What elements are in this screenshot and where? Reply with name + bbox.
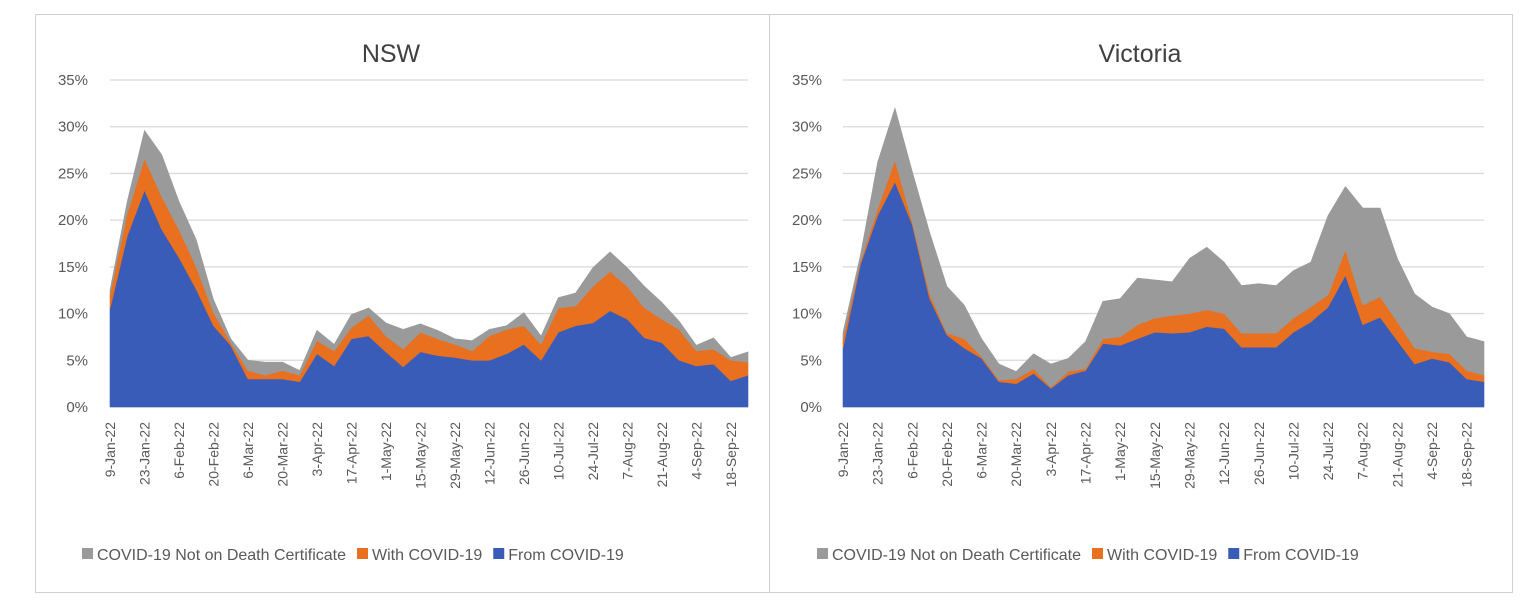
x-tick-label: 21-Aug-22 (1389, 422, 1405, 488)
x-tick-label: 17-Apr-22 (343, 422, 359, 484)
area-not-on-certificate (842, 106, 1485, 388)
y-tick-label: 30% (792, 119, 822, 136)
chart-title: Victoria (1099, 40, 1182, 68)
x-tick-label: 18-Sep-22 (723, 422, 739, 488)
x-tick-label: 4-Sep-22 (1424, 422, 1440, 480)
legend-swatch-from-covid (1228, 548, 1240, 559)
y-tick-label: 15% (58, 259, 88, 276)
x-tick-label: 15-May-22 (1147, 422, 1163, 489)
x-tick-label: 7-Aug-22 (1355, 422, 1371, 480)
x-tick-label: 17-Apr-22 (1078, 422, 1094, 484)
x-tick-label: 26-Jun-22 (516, 422, 532, 485)
x-tick-label: 6-Feb-22 (171, 422, 187, 479)
x-tick-label: 23-Jan-22 (870, 422, 886, 485)
nsw-chart: NSW 0% 5% 10% 15% 20% 25% 30% 35% 9-Jan-22 23-Jan… (58, 40, 749, 564)
x-tick-label: 24-Jul-22 (585, 422, 601, 481)
legend-swatch-from-covid (493, 548, 505, 559)
y-tick-label: 0% (66, 399, 88, 416)
y-tick-label: 35% (58, 72, 88, 89)
legend-label-not-on-certificate: COVID-19 Not on Death Certificate (832, 547, 1081, 564)
x-tick-label: 12-Jun-22 (481, 422, 497, 485)
x-tick-label: 1-May-22 (378, 422, 394, 481)
x-tick-label: 3-Apr-22 (309, 422, 325, 477)
x-tick-label: 29-May-22 (447, 422, 463, 489)
legend-swatch-not-on-certificate (817, 548, 828, 559)
x-tick-label: 23-Jan-22 (136, 422, 152, 485)
legend-label-not-on-certificate: COVID-19 Not on Death Certificate (97, 547, 346, 564)
x-tick-label: 29-May-22 (1181, 422, 1197, 489)
x-tick-label: 10-Jul-22 (550, 422, 566, 481)
y-tick-label: 10% (58, 306, 88, 323)
chart-title: NSW (362, 40, 421, 68)
y-tick-label: 25% (792, 165, 822, 182)
y-tick-label: 20% (58, 212, 88, 229)
x-tick-label: 6-Mar-22 (240, 422, 256, 479)
y-tick-label: 0% (800, 399, 822, 416)
legend-label-from-covid: From COVID-19 (1243, 547, 1359, 564)
x-tick-label: 6-Mar-22 (974, 422, 990, 479)
x-tick-label: 20-Mar-22 (1008, 422, 1024, 487)
x-tick-label: 20-Feb-22 (205, 422, 221, 487)
x-tick-label: 7-Aug-22 (619, 422, 635, 480)
x-tick-label: 3-Apr-22 (1043, 422, 1059, 477)
legend-swatch-with-covid (357, 548, 368, 559)
x-tick-label: 9-Jan-22 (835, 422, 851, 477)
y-tick-label: 5% (800, 352, 822, 369)
y-tick-label: 10% (792, 306, 822, 323)
x-tick-label: 10-Jul-22 (1285, 422, 1301, 481)
x-tick-label: 21-Aug-22 (654, 422, 670, 488)
y-tick-label: 20% (792, 212, 822, 229)
x-tick-label: 12-Jun-22 (1216, 422, 1232, 485)
legend-swatch-not-on-certificate (82, 548, 93, 559)
legend-swatch-with-covid (1092, 548, 1103, 559)
x-tick-label: 26-Jun-22 (1251, 422, 1267, 485)
legend-label-with-covid: With COVID-19 (1107, 547, 1217, 564)
y-tick-label: 35% (792, 72, 822, 89)
victoria-chart: Victoria 0% 5% 10% 15% 20% 25% 30% 35% 9-Jan-22 2… (792, 40, 1485, 564)
x-tick-label: 6-Feb-22 (904, 422, 920, 479)
y-tick-label: 5% (66, 352, 88, 369)
legend-label-from-covid: From COVID-19 (508, 547, 624, 564)
y-tick-label: 25% (58, 165, 88, 182)
legend-label-with-covid: With COVID-19 (372, 547, 482, 564)
y-tick-label: 30% (58, 119, 88, 136)
x-tick-label: 1-May-22 (1112, 422, 1128, 481)
area-not-on-certificate (109, 129, 749, 376)
x-tick-label: 20-Mar-22 (274, 422, 290, 487)
x-tick-label: 24-Jul-22 (1320, 422, 1336, 481)
x-tick-label: 4-Sep-22 (688, 422, 704, 480)
y-tick-label: 15% (792, 259, 822, 276)
x-tick-label: 18-Sep-22 (1459, 422, 1475, 488)
x-tick-label: 15-May-22 (412, 422, 428, 489)
x-tick-label: 20-Feb-22 (939, 422, 955, 487)
x-tick-label: 9-Jan-22 (102, 422, 118, 477)
